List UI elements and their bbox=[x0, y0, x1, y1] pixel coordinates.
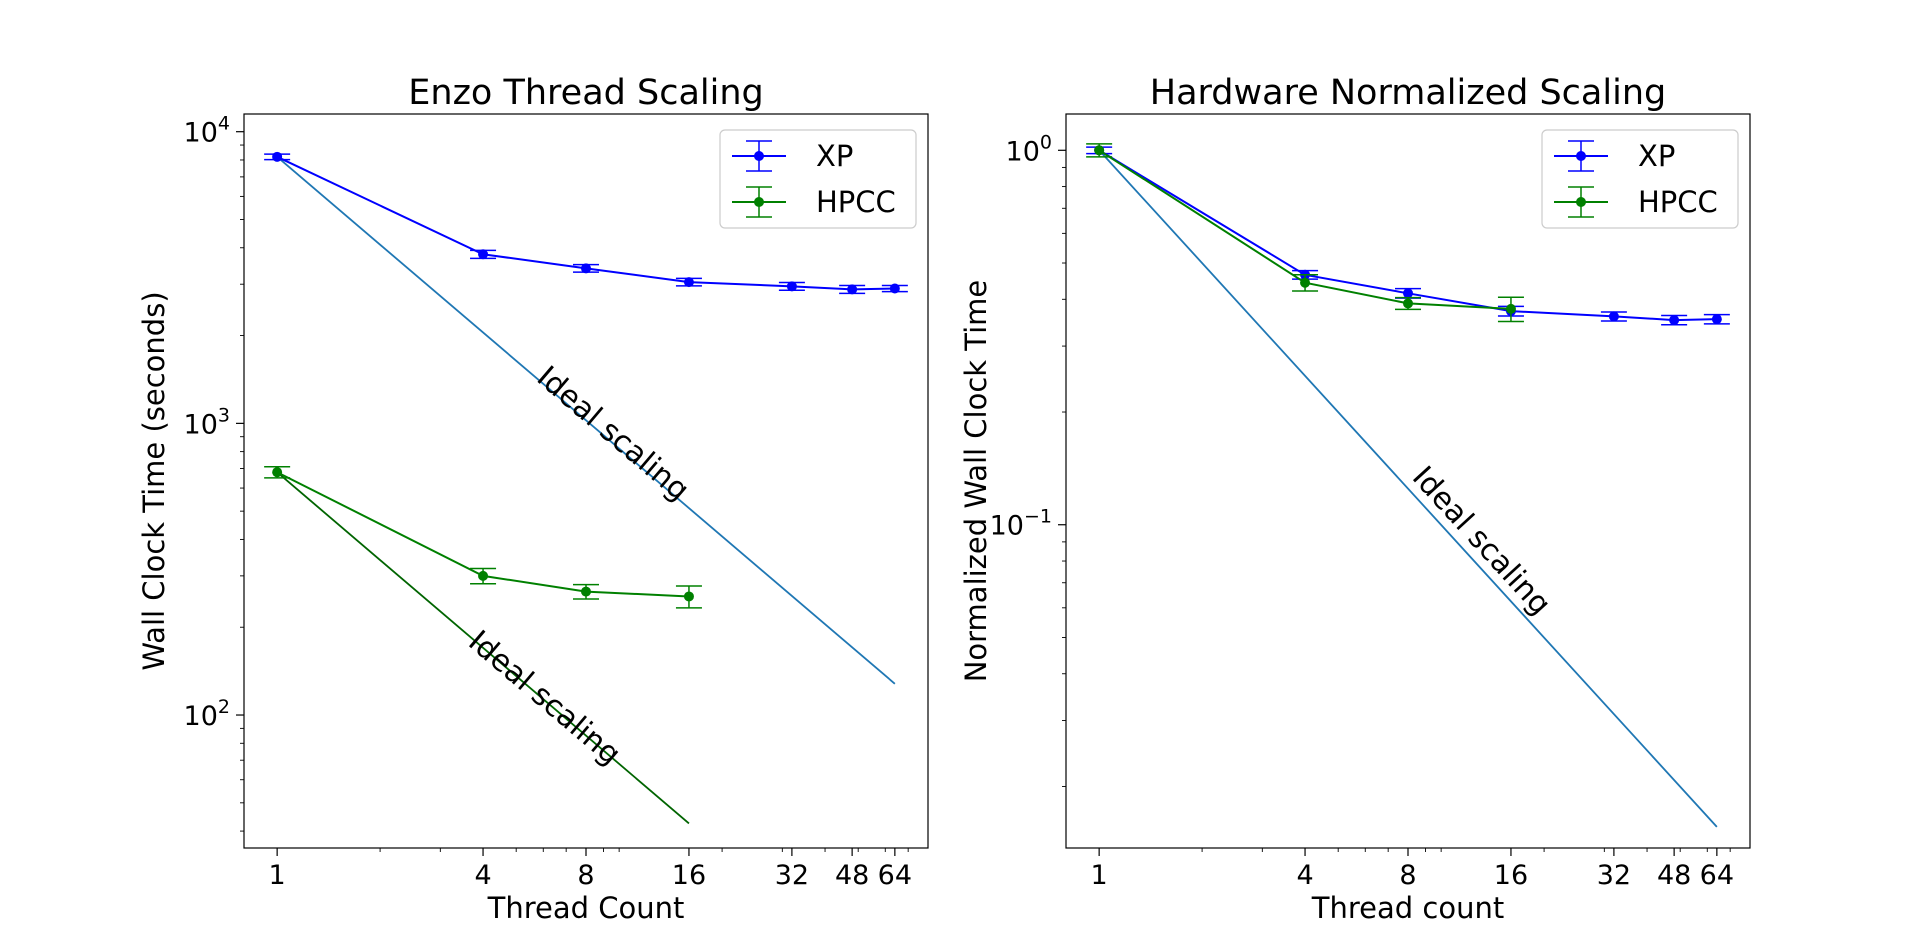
y-axis-label: Wall Clock Time (seconds) bbox=[137, 291, 171, 670]
y-tick-base: 10 bbox=[1006, 136, 1040, 167]
legend-swatch-marker bbox=[1576, 151, 1586, 161]
y-tick-base: 10 bbox=[184, 409, 218, 440]
y-tick-base: 10 bbox=[184, 118, 218, 149]
legend-box bbox=[1541, 129, 1739, 229]
legend-swatch-marker bbox=[754, 151, 764, 161]
x-axis-label: Thread count bbox=[1311, 891, 1504, 925]
legend-swatch-marker bbox=[1576, 197, 1586, 207]
x-tick-label: 1 bbox=[1091, 860, 1108, 891]
x-tick-label: 48 bbox=[835, 860, 869, 891]
y-axis-label: Normalized Wall Clock Time bbox=[959, 280, 993, 683]
plot-frame bbox=[1065, 113, 1751, 849]
plot-frame bbox=[243, 113, 929, 849]
y-tick-exponent: 2 bbox=[218, 696, 230, 718]
data-point bbox=[272, 467, 283, 478]
y-tick-label: 102 bbox=[184, 696, 230, 732]
y-tick-base: 10 bbox=[990, 511, 1024, 542]
legend-item-hpcc: HPCC bbox=[732, 185, 896, 219]
x-axis-label: Thread Count bbox=[487, 891, 685, 925]
data-point bbox=[683, 591, 694, 602]
x-tick-label: 4 bbox=[1296, 860, 1313, 891]
ideal-scaling-line bbox=[276, 471, 690, 825]
x-tick-label: 16 bbox=[1494, 860, 1528, 891]
data-point bbox=[1669, 315, 1680, 326]
legend-label: HPCC bbox=[1638, 185, 1718, 219]
series-line bbox=[1098, 149, 1512, 310]
x-tick-label: 32 bbox=[1597, 860, 1631, 891]
data-point bbox=[581, 263, 591, 274]
x-tick-label: 64 bbox=[1700, 860, 1734, 891]
legend-item-xp: XP bbox=[732, 139, 853, 173]
legend: XP HPCC bbox=[1541, 129, 1739, 229]
legend-swatch-marker bbox=[754, 197, 764, 207]
series-xp bbox=[264, 151, 908, 295]
legend-item-hpcc: HPCC bbox=[1554, 185, 1718, 219]
x-tick-label: 1 bbox=[269, 860, 286, 891]
x-tick-label: 4 bbox=[474, 860, 491, 891]
panel-hardware-normalized-scaling: Hardware Normalized Scaling Thread count N… bbox=[959, 73, 1751, 925]
x-tick-label: 8 bbox=[577, 860, 594, 891]
y-tick-exponent: 3 bbox=[218, 404, 230, 426]
x-tick-label: 16 bbox=[672, 860, 706, 891]
chart-title: Hardware Normalized Scaling bbox=[1150, 73, 1666, 113]
series-line bbox=[276, 471, 689, 598]
data-point bbox=[1403, 288, 1413, 299]
data-point bbox=[1403, 298, 1413, 309]
ideal-scaling-line bbox=[1098, 149, 1718, 828]
panel-enzo-thread-scaling: Enzo Thread Scaling Thread Count Wall Cloc… bbox=[137, 73, 929, 925]
y-tick-label: 103 bbox=[184, 404, 230, 440]
x-tick-label: 8 bbox=[1399, 860, 1416, 891]
y-tick-exponent: −1 bbox=[1024, 506, 1052, 528]
data-point bbox=[1505, 303, 1516, 314]
data-point bbox=[1711, 314, 1722, 325]
ideal-scaling-line bbox=[276, 156, 896, 685]
y-tick-label: 10−1 bbox=[990, 506, 1052, 542]
y-tick-label: 104 bbox=[184, 113, 230, 149]
data-point bbox=[478, 570, 489, 581]
data-point bbox=[786, 281, 797, 292]
legend-label: HPCC bbox=[816, 185, 896, 219]
data-point bbox=[889, 283, 900, 294]
ideal-scaling-label: Ideal scaling bbox=[1405, 460, 1558, 622]
data-point bbox=[272, 151, 283, 162]
legend-label: XP bbox=[816, 139, 853, 173]
data-point bbox=[581, 586, 591, 597]
data-point bbox=[847, 284, 858, 295]
data-point bbox=[683, 277, 694, 288]
data-point bbox=[478, 249, 489, 260]
ideal-scaling-label: Ideal scaling bbox=[462, 624, 628, 773]
series-hpcc bbox=[1086, 143, 1524, 323]
y-tick-exponent: 4 bbox=[218, 113, 230, 135]
series-hpcc bbox=[264, 465, 702, 609]
y-tick-exponent: 0 bbox=[1040, 131, 1052, 153]
y-tick-label: 100 bbox=[1006, 131, 1052, 167]
legend: XP HPCC bbox=[719, 129, 917, 229]
data-point bbox=[1608, 311, 1619, 322]
legend-item-xp: XP bbox=[1554, 139, 1675, 173]
x-tick-label: 48 bbox=[1657, 860, 1691, 891]
legend-box bbox=[719, 129, 917, 229]
data-point bbox=[1094, 145, 1105, 156]
ideal-scaling-label: Ideal scaling bbox=[530, 360, 696, 509]
x-tick-label: 64 bbox=[878, 860, 912, 891]
legend-label: XP bbox=[1638, 139, 1675, 173]
chart-title: Enzo Thread Scaling bbox=[408, 73, 763, 113]
data-point bbox=[1300, 277, 1311, 288]
y-tick-base: 10 bbox=[184, 701, 218, 732]
x-tick-label: 32 bbox=[775, 860, 809, 891]
